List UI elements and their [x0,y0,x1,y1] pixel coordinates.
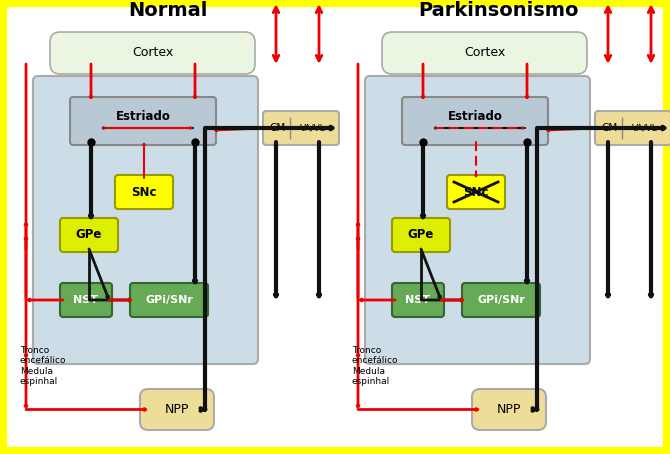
Text: VA/VL: VA/VL [300,123,326,133]
FancyBboxPatch shape [392,283,444,317]
FancyBboxPatch shape [115,175,173,209]
Text: CM: CM [270,123,286,133]
FancyBboxPatch shape [392,218,450,252]
Text: Normal: Normal [129,1,208,20]
Text: SNc: SNc [131,186,157,198]
FancyBboxPatch shape [130,283,208,317]
FancyBboxPatch shape [50,32,255,74]
Text: NST: NST [405,295,431,305]
Text: VA/VL: VA/VL [632,123,658,133]
Text: Estriado: Estriado [115,110,170,123]
Text: GPe: GPe [408,228,434,242]
Text: SNc: SNc [463,186,488,198]
Text: GPi/SNr: GPi/SNr [477,295,525,305]
Text: Tronco
encefálico
Medula
espinhal: Tronco encefálico Medula espinhal [20,346,66,386]
Text: Parkinsonismo: Parkinsonismo [418,1,578,20]
FancyBboxPatch shape [462,283,540,317]
FancyBboxPatch shape [33,76,258,364]
Text: Cortex: Cortex [464,46,505,59]
FancyBboxPatch shape [365,76,590,364]
Text: GPi/SNr: GPi/SNr [145,295,193,305]
Text: CM: CM [602,123,618,133]
FancyBboxPatch shape [263,111,339,145]
FancyBboxPatch shape [70,97,216,145]
Text: NPP: NPP [497,403,521,416]
Text: GPe: GPe [76,228,103,242]
FancyBboxPatch shape [472,389,546,430]
FancyBboxPatch shape [60,218,118,252]
FancyBboxPatch shape [447,175,505,209]
Text: Estriado: Estriado [448,110,502,123]
FancyBboxPatch shape [595,111,670,145]
FancyBboxPatch shape [382,32,587,74]
FancyBboxPatch shape [402,97,548,145]
Text: Tronco
encefálico
Medula
espinhal: Tronco encefálico Medula espinhal [352,346,399,386]
Text: NPP: NPP [165,403,189,416]
Text: Cortex: Cortex [132,46,173,59]
Text: NST: NST [74,295,98,305]
FancyBboxPatch shape [60,283,112,317]
FancyBboxPatch shape [140,389,214,430]
